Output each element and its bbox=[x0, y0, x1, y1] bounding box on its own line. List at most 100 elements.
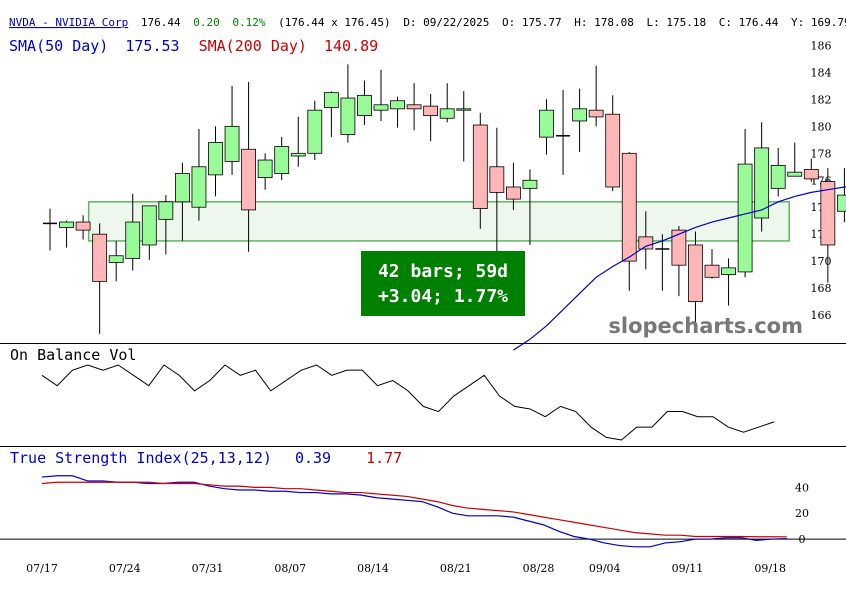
candle-body bbox=[787, 171, 803, 177]
candle-body bbox=[423, 105, 439, 116]
tsi-value: 0.39 bbox=[295, 449, 331, 467]
candle[interactable] bbox=[820, 168, 836, 283]
candle-body bbox=[803, 169, 819, 180]
date-axis: 07/17 07/24 07/31 08/07 08/14 08/21 08/28 09/04… bbox=[26, 562, 786, 575]
candle[interactable] bbox=[43, 208, 57, 251]
candle-body bbox=[605, 113, 621, 188]
candle[interactable] bbox=[108, 240, 124, 282]
candle[interactable] bbox=[290, 116, 306, 167]
date-tick-label: 08/14 bbox=[357, 562, 389, 575]
candle[interactable] bbox=[456, 91, 472, 162]
candle[interactable] bbox=[208, 126, 223, 197]
sma50-label: SMA(50 Day) bbox=[9, 37, 108, 55]
candle[interactable] bbox=[787, 142, 803, 177]
candle-body bbox=[174, 173, 190, 203]
candle-body bbox=[125, 221, 141, 259]
candle-body bbox=[837, 194, 846, 212]
candle[interactable] bbox=[505, 162, 521, 210]
price-tick-label: 186 bbox=[811, 39, 832, 52]
candle[interactable] bbox=[489, 127, 505, 266]
candle-body bbox=[340, 97, 356, 135]
price-tick-label: 182 bbox=[811, 93, 832, 106]
candle[interactable] bbox=[390, 96, 405, 128]
candle[interactable] bbox=[803, 158, 819, 182]
measure-line-1: 42 bars; 59d bbox=[378, 261, 508, 282]
date-tick-label: 09/18 bbox=[754, 562, 786, 575]
candle[interactable] bbox=[357, 80, 372, 125]
candle[interactable] bbox=[770, 147, 786, 197]
tsi-tick-label: 20 bbox=[795, 507, 809, 520]
candle[interactable] bbox=[704, 249, 720, 279]
candle-body bbox=[241, 148, 257, 211]
candle-body bbox=[621, 152, 637, 262]
date-tick-label: 08/28 bbox=[523, 562, 555, 575]
candle[interactable] bbox=[621, 151, 637, 291]
candle-body bbox=[307, 109, 323, 154]
candle[interactable] bbox=[241, 81, 257, 252]
bid-ask: (176.44 x 176.45) bbox=[278, 16, 391, 29]
candle[interactable] bbox=[671, 226, 687, 297]
candle-body bbox=[572, 108, 587, 122]
price-tick-label: 166 bbox=[811, 309, 832, 322]
candle[interactable] bbox=[224, 85, 240, 175]
candle[interactable] bbox=[638, 211, 654, 270]
candle[interactable] bbox=[274, 137, 290, 181]
candle[interactable] bbox=[59, 220, 74, 248]
quote-date: D: 09/22/2025 bbox=[403, 16, 489, 29]
candle[interactable] bbox=[837, 168, 846, 223]
candle[interactable] bbox=[754, 122, 770, 232]
candle[interactable] bbox=[539, 99, 554, 155]
price-tick-label: 180 bbox=[811, 120, 832, 133]
candle[interactable] bbox=[556, 89, 571, 175]
sma-legend: SMA(50 Day) 175.53 SMA(200 Day) 140.89 bbox=[9, 37, 378, 55]
candle[interactable] bbox=[588, 65, 604, 127]
measure-line-2: +3.04; 1.77% bbox=[378, 286, 508, 307]
candle-body bbox=[274, 146, 290, 174]
candle-body bbox=[290, 152, 306, 157]
candle[interactable] bbox=[373, 69, 389, 121]
last-price: 176.44 bbox=[141, 16, 181, 29]
open-value: O: 175.77 bbox=[502, 16, 562, 29]
tsi-legend: True Strength Index(25,13,12) 0.39 1.77 bbox=[10, 449, 402, 467]
candle[interactable] bbox=[92, 223, 108, 334]
candle[interactable] bbox=[688, 231, 703, 329]
obv-layer bbox=[41, 364, 775, 441]
date-tick-label: 07/24 bbox=[109, 562, 141, 575]
date-tick-label: 07/17 bbox=[26, 562, 58, 575]
candle[interactable] bbox=[323, 91, 339, 138]
candle[interactable] bbox=[158, 195, 174, 255]
candle-body bbox=[704, 264, 720, 278]
candle[interactable] bbox=[439, 83, 455, 123]
candle[interactable] bbox=[141, 205, 157, 260]
candle[interactable] bbox=[307, 100, 323, 161]
candle[interactable] bbox=[406, 83, 422, 131]
candle-body bbox=[472, 124, 488, 209]
candle-body bbox=[688, 244, 703, 302]
candle-body bbox=[671, 229, 687, 266]
candle[interactable] bbox=[605, 95, 621, 192]
candle[interactable] bbox=[257, 153, 273, 190]
candle-body bbox=[820, 181, 836, 246]
symbol-link[interactable]: NVDA - NVIDIA Corp bbox=[9, 16, 128, 29]
candle[interactable] bbox=[423, 94, 439, 142]
obv-title: On Balance Vol bbox=[10, 346, 136, 364]
high-value: H: 178.08 bbox=[574, 16, 634, 29]
candle-body bbox=[59, 221, 74, 228]
candle[interactable] bbox=[340, 64, 356, 143]
candle[interactable] bbox=[522, 169, 538, 245]
candle[interactable] bbox=[75, 215, 91, 240]
candle[interactable] bbox=[191, 129, 207, 221]
candle[interactable] bbox=[472, 112, 488, 229]
sma-layer bbox=[513, 186, 846, 351]
candle-body bbox=[257, 159, 273, 178]
candle[interactable] bbox=[721, 258, 736, 306]
measure-box[interactable]: 42 bars; 59d +3.04; 1.77% bbox=[361, 251, 525, 316]
candle[interactable] bbox=[125, 193, 141, 271]
candle[interactable] bbox=[572, 88, 587, 152]
measure-box-bg bbox=[361, 251, 525, 316]
candle[interactable] bbox=[174, 162, 190, 241]
candle[interactable] bbox=[655, 234, 670, 291]
candle[interactable] bbox=[737, 129, 753, 278]
